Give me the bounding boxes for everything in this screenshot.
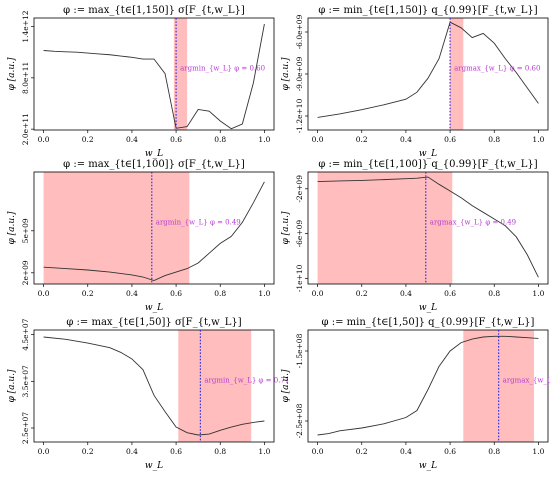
- x-tick-label: 0.4: [400, 289, 412, 298]
- series-line: [43, 23, 265, 130]
- panel-1: argmin_{w_L} φ = 0.60 φ := max_{t∈[1,150]…: [7, 5, 275, 159]
- x-tick-label: 0.2: [82, 135, 94, 144]
- series-line: [317, 335, 539, 436]
- panel-title: φ := min_{t∈[1,50]} q_{0.99}[F_{t,w_L}]: [322, 317, 535, 328]
- x-tick-label: 0.0: [38, 289, 50, 298]
- x-tick-label: 1.0: [258, 135, 270, 144]
- y-tick-label: 8.0e+11: [21, 62, 30, 94]
- x-tick-label: 0.4: [400, 135, 412, 144]
- plot-frame: [307, 171, 549, 285]
- optimum-annotation: argmax_{w_L} φ = 0.49: [430, 219, 516, 227]
- y-tick-label: 2.5e+07: [21, 412, 30, 444]
- optimum-annotation: argmin_{w_L} φ = 0.71: [204, 377, 289, 385]
- panel-2: argmax_{w_L} φ = 0.60 φ := min_{t∈[1,150]…: [281, 5, 549, 159]
- x-tick-label: 0.4: [400, 447, 412, 456]
- series-line: [43, 336, 265, 436]
- x-tick-label: 1.0: [532, 289, 544, 298]
- y-tick-label: 2e+09: [21, 260, 30, 285]
- optimum-annotation: argmin_{w_L} φ = 0.60: [180, 65, 265, 73]
- y-tick-label: -2.5e+08: [295, 403, 304, 438]
- x-tick-label: 0.0: [312, 447, 324, 456]
- x-tick-label: 0.8: [214, 289, 226, 298]
- x-tick-label: 0.2: [356, 447, 368, 456]
- x-tick-label: 0.6: [170, 447, 182, 456]
- x-tick-label: 0.0: [312, 289, 324, 298]
- confidence-band: [178, 330, 252, 442]
- optimum-annotation: argmax_{w_L} φ = 0.60: [454, 65, 540, 73]
- x-tick-label: 0.6: [170, 289, 182, 298]
- y-tick-label: 2.0e+11: [21, 113, 30, 145]
- panel-title: φ := min_{t∈[1,150]} q_{0.99}[F_{t,w_L}]: [318, 5, 537, 16]
- panel-4: argmax_{w_L} φ = 0.49 φ := min_{t∈[1,100]…: [281, 159, 549, 313]
- x-tick-label: 0.6: [170, 135, 182, 144]
- y-tick-label: 5e+09: [21, 218, 30, 243]
- confidence-band: [173, 18, 188, 130]
- confidence-band: [43, 172, 190, 284]
- y-tick-label: -9.0e+09: [295, 56, 304, 91]
- x-tick-label: 0.8: [488, 135, 500, 144]
- y-axis-label: φ [a.u.]: [7, 211, 17, 245]
- panel-title: φ := max_{t∈[1,50]} σ[F_{t,w_L}]: [66, 317, 241, 328]
- x-tick-label: 0.4: [126, 447, 138, 456]
- optimum-annotation: argmin_{w_L} φ = 0.49: [156, 219, 241, 227]
- plot-frame: [33, 17, 275, 131]
- x-tick-label: 0.6: [444, 447, 456, 456]
- y-tick-label: -1.2e+10: [295, 98, 304, 133]
- series-line: [43, 181, 265, 281]
- x-tick-label: 0.8: [488, 289, 500, 298]
- x-tick-label: 1.0: [258, 447, 270, 456]
- x-axis-label: w_L: [145, 461, 163, 471]
- y-tick-label: 3.5e+07: [21, 365, 30, 397]
- series-line: [317, 176, 539, 278]
- panel-5: argmin_{w_L} φ = 0.71 φ := max_{t∈[1,50]}…: [7, 317, 289, 471]
- x-tick-label: 0.6: [444, 289, 456, 298]
- x-tick-label: 0.0: [38, 447, 50, 456]
- optimum-annotation: argmax_{w_L} φ = 0.82: [503, 377, 550, 385]
- y-axis-label: φ [a.u.]: [281, 369, 291, 403]
- x-axis-label: w_L: [419, 461, 437, 471]
- plot-frame: [33, 171, 275, 285]
- confidence-band: [317, 172, 453, 284]
- y-tick-label: -6.0e+09: [295, 14, 304, 49]
- panel-title: φ := max_{t∈[1,100]} σ[F_{t,w_L}]: [63, 159, 245, 170]
- confidence-band: [450, 18, 464, 130]
- x-tick-label: 0.6: [444, 135, 456, 144]
- panel-6: argmax_{w_L} φ = 0.82 φ := min_{t∈[1,50]}…: [281, 317, 550, 471]
- x-tick-label: 0.0: [38, 135, 50, 144]
- x-tick-label: 1.0: [532, 135, 544, 144]
- y-tick-label: 1.4e+12: [21, 10, 30, 42]
- y-axis-label: φ [a.u.]: [7, 369, 17, 403]
- x-tick-label: 1.0: [532, 447, 544, 456]
- x-axis-label: w_L: [145, 149, 163, 159]
- y-tick-label: -6e+09: [295, 220, 304, 248]
- y-axis-label: φ [a.u.]: [7, 57, 17, 91]
- y-tick-label: 4.5e+07: [21, 318, 30, 350]
- panel-title: φ := max_{t∈[1,150]} σ[F_{t,w_L}]: [63, 5, 245, 16]
- x-axis-label: w_L: [419, 303, 437, 313]
- panel-3: argmin_{w_L} φ = 0.49 φ := max_{t∈[1,100]…: [7, 159, 275, 313]
- x-tick-label: 0.4: [126, 135, 138, 144]
- x-tick-label: 0.8: [214, 447, 226, 456]
- plot-frame: [33, 329, 275, 443]
- x-tick-label: 0.2: [82, 447, 94, 456]
- y-tick-label: -1e+10: [295, 264, 304, 292]
- x-tick-label: 1.0: [258, 289, 270, 298]
- x-axis-label: w_L: [419, 149, 437, 159]
- x-tick-label: 0.2: [356, 289, 368, 298]
- x-tick-label: 0.8: [214, 135, 226, 144]
- panel-title: φ := min_{t∈[1,100]} q_{0.99}[F_{t,w_L}]: [318, 159, 537, 170]
- x-axis-label: w_L: [145, 303, 163, 313]
- y-tick-label: -2e+09: [295, 175, 304, 203]
- x-tick-label: 0.4: [126, 289, 138, 298]
- x-tick-label: 0.0: [312, 135, 324, 144]
- plot-frame: [307, 329, 549, 443]
- x-tick-label: 0.2: [356, 135, 368, 144]
- y-tick-label: -1.5e+08: [295, 333, 304, 368]
- y-axis-label: φ [a.u.]: [281, 211, 291, 245]
- x-tick-label: 0.2: [82, 289, 94, 298]
- x-tick-label: 0.8: [488, 447, 500, 456]
- y-axis-label: φ [a.u.]: [281, 57, 291, 91]
